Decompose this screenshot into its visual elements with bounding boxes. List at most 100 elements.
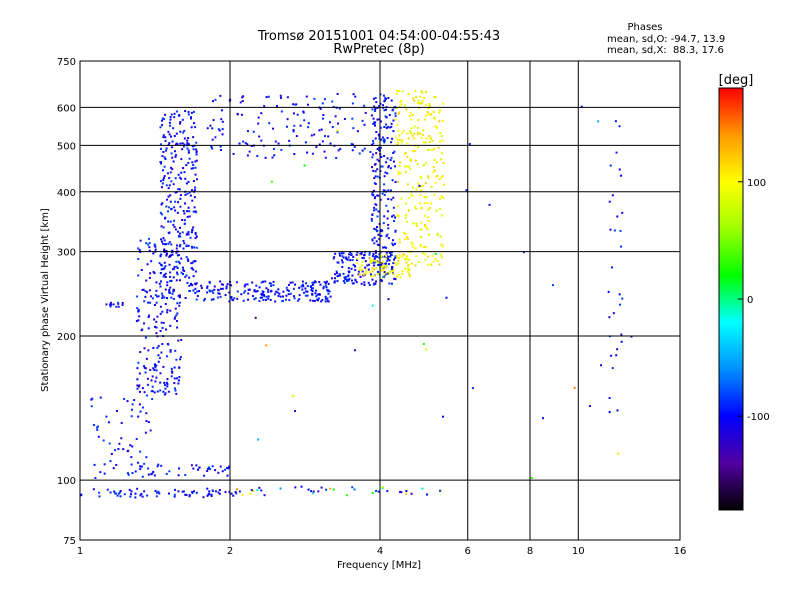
scatter-point <box>342 252 345 255</box>
scatter-point <box>219 280 222 283</box>
scatter-point <box>419 132 422 135</box>
scatter-point <box>392 239 395 242</box>
scatter-point <box>178 296 181 299</box>
scatter-point <box>373 257 376 260</box>
scatter-point <box>326 297 329 300</box>
scatter-point <box>358 254 361 257</box>
scatter-point <box>390 125 393 128</box>
scatter-point <box>421 91 424 94</box>
scatter-point <box>182 240 185 243</box>
scatter-point <box>310 134 313 137</box>
scatter-point <box>380 138 383 141</box>
scatter-point <box>137 274 140 277</box>
scatter-point <box>213 288 216 291</box>
scatter-point <box>424 103 427 106</box>
scatter-point <box>232 494 235 497</box>
scatter-point <box>166 281 169 284</box>
scatter-point <box>169 124 172 127</box>
scatter-point <box>438 111 441 114</box>
scatter-point <box>181 231 184 234</box>
scatter-point <box>434 252 437 255</box>
scatter-point <box>221 287 224 290</box>
scatter-point <box>175 319 178 322</box>
scatter-point <box>365 270 368 273</box>
scatter-point <box>178 467 181 470</box>
scatter-point <box>383 139 386 142</box>
scatter-point <box>379 102 382 105</box>
scatter-point <box>379 251 382 254</box>
scatter-point <box>340 259 343 262</box>
y-tick-label: 500 <box>57 141 76 152</box>
scatter-point <box>173 219 176 222</box>
scatter-point <box>192 148 195 151</box>
scatter-point <box>408 196 411 199</box>
scatter-point <box>135 438 138 441</box>
scatter-point <box>440 214 443 217</box>
scatter-point <box>294 283 297 286</box>
scatter-point <box>612 312 615 315</box>
scatter-point <box>191 284 194 287</box>
scatter-point <box>163 156 166 159</box>
scatter-point <box>170 367 173 370</box>
scatter-point <box>157 360 160 363</box>
scatter-point <box>386 490 389 493</box>
scatter-point <box>396 138 399 141</box>
scatter-point <box>405 202 408 205</box>
scatter-point <box>187 231 190 234</box>
scatter-point <box>406 155 409 158</box>
scatter-point <box>350 253 353 256</box>
scatter-point <box>432 110 435 113</box>
scatter-point <box>390 198 393 201</box>
scatter-point <box>387 237 390 240</box>
scatter-point <box>136 367 139 370</box>
scatter-point <box>191 261 194 264</box>
scatter-point <box>412 97 415 100</box>
scatter-point <box>143 365 146 368</box>
scatter-point <box>179 130 182 133</box>
scatter-point <box>211 138 214 141</box>
scatter-point <box>371 166 374 169</box>
x-tick-label: 4 <box>377 546 383 557</box>
scatter-point <box>258 286 261 289</box>
scatter-point <box>392 119 395 122</box>
scatter-point <box>382 104 385 107</box>
scatter-point <box>407 165 410 168</box>
scatter-point <box>249 492 252 495</box>
scatter-point <box>313 280 316 283</box>
scatter-point <box>379 257 382 260</box>
scatter-point <box>616 409 619 412</box>
scatter-point <box>383 193 386 196</box>
scatter-point <box>401 270 404 273</box>
scatter-point <box>416 126 419 129</box>
scatter-point <box>150 390 153 393</box>
scatter-point <box>126 472 129 475</box>
scatter-point <box>370 143 373 146</box>
scatter-point <box>406 255 409 258</box>
scatter-point <box>138 403 141 406</box>
scatter-point <box>385 246 388 249</box>
scatter-point <box>246 283 249 286</box>
scatter-point <box>173 112 176 115</box>
scatter-point <box>191 267 194 270</box>
scatter-point <box>155 326 158 329</box>
scatter-point <box>343 276 346 279</box>
scatter-point <box>181 490 184 493</box>
scatter-point <box>151 375 154 378</box>
scatter-point <box>194 233 197 236</box>
scatter-point <box>165 205 168 208</box>
scatter-point <box>328 290 331 293</box>
scatter-point <box>391 215 394 218</box>
scatter-point <box>138 384 141 387</box>
scatter-point <box>347 267 350 270</box>
scatter-point <box>530 476 533 479</box>
scatter-point <box>428 103 431 106</box>
scatter-point <box>428 207 431 210</box>
scatter-point <box>179 197 182 200</box>
scatter-point <box>371 260 374 263</box>
scatter-point <box>386 272 389 275</box>
scatter-point <box>434 258 437 261</box>
scatter-point <box>395 275 398 278</box>
scatter-point <box>266 290 269 293</box>
scatter-point <box>609 164 612 167</box>
scatter-point <box>131 403 134 406</box>
